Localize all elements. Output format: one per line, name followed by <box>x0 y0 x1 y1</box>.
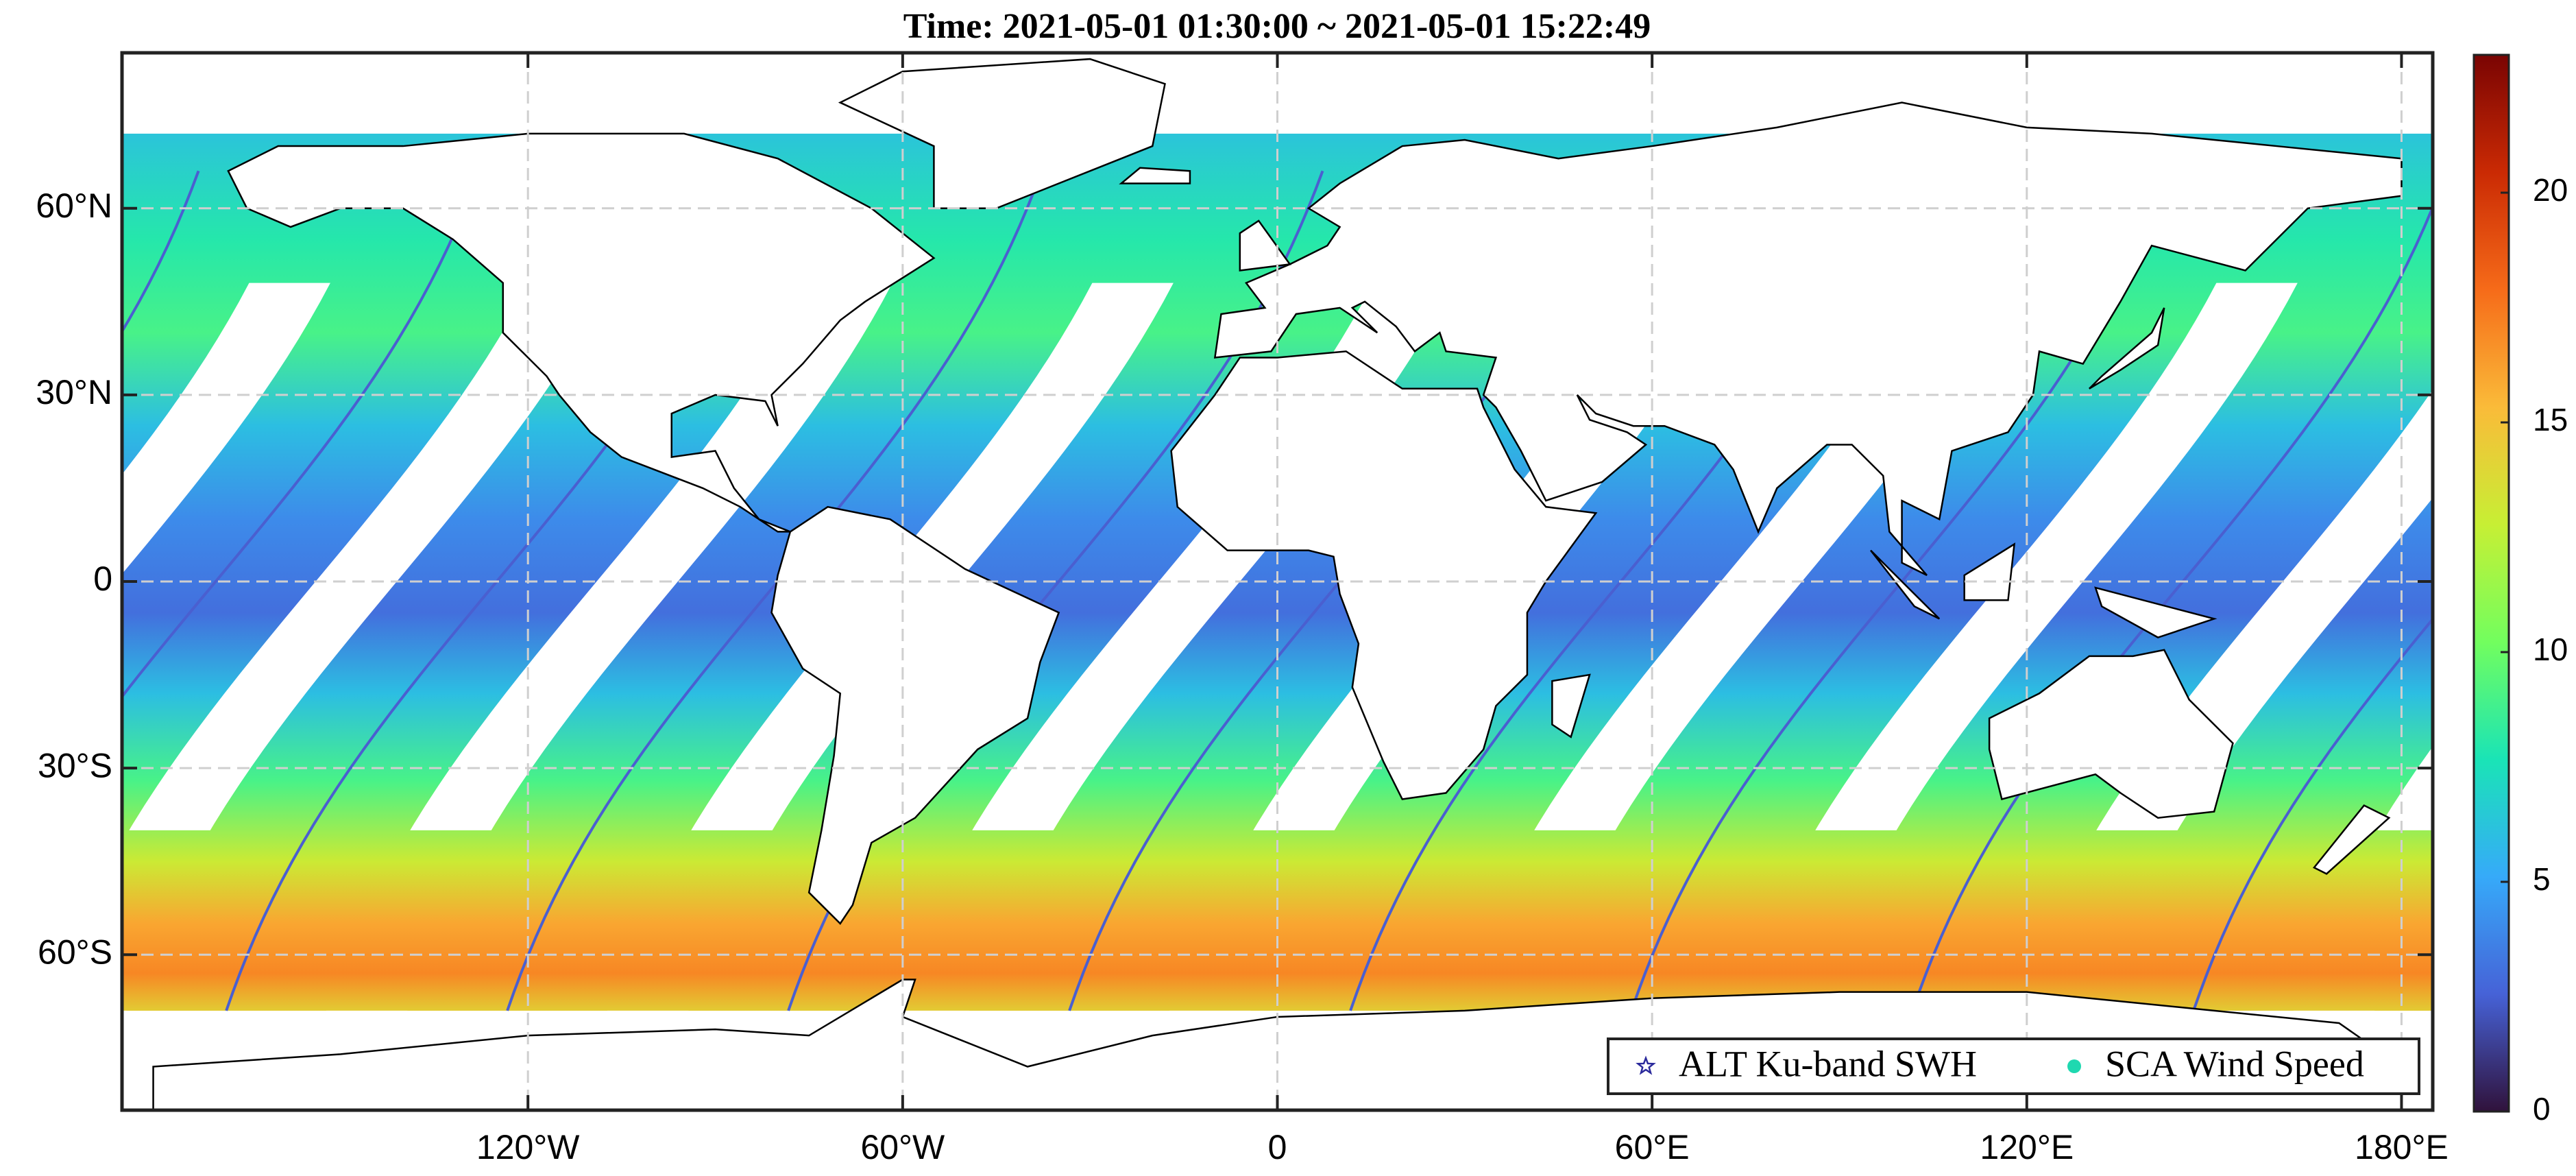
colorbar-tick-label: 20 <box>2533 172 2568 208</box>
legend-marker <box>1636 1055 1656 1075</box>
x-tick-label: 120°E <box>1980 1128 2074 1166</box>
legend-label: SCA Wind Speed <box>2105 1043 2364 1084</box>
landmass <box>2089 307 2165 389</box>
landmass <box>1963 542 2016 601</box>
landmass <box>1119 167 1191 184</box>
y-tick-label: 30°S <box>38 746 112 784</box>
y-tick-label: 60°S <box>38 933 112 971</box>
colorbar <box>2472 53 2510 1113</box>
landmass <box>1551 673 1591 739</box>
landmass <box>770 505 1060 925</box>
altimeter-track <box>506 170 1043 1011</box>
swath <box>1531 171 2266 1011</box>
swath <box>2374 876 2433 1011</box>
altimeter-track <box>122 170 200 335</box>
swath <box>122 171 580 843</box>
colorbar-tick-label: 15 <box>2533 402 2568 437</box>
colorbar-tick-label: 5 <box>2533 861 2551 897</box>
altimeter-track <box>122 170 481 699</box>
swath <box>2093 498 2433 1011</box>
legend-marker <box>2067 1059 2081 1073</box>
legend-label: ALT Ku-band SWH <box>1679 1043 1977 1084</box>
landmass <box>2312 804 2391 875</box>
x-tick-label: 0 <box>1268 1128 1287 1166</box>
landmass <box>1213 101 2403 577</box>
legend-box <box>1607 1037 2420 1095</box>
map-title: Time: 2021-05-01 01:30:00 ~ 2021-05-01 1… <box>903 7 1651 46</box>
swath <box>1812 171 2433 1011</box>
colorbar-tick-label: 0 <box>2533 1091 2551 1127</box>
plot-area <box>0 58 2433 1110</box>
landmass <box>227 132 936 533</box>
landmass <box>1870 549 1941 620</box>
landmass <box>2094 586 2217 638</box>
y-tick-label: 60°N <box>36 187 112 225</box>
x-tick-label: 180°E <box>2355 1128 2449 1166</box>
colorbar-tick-label: 10 <box>2533 632 2568 667</box>
landmass <box>1239 219 1291 272</box>
swath <box>0 171 17 1011</box>
x-tick-label: 60°E <box>1615 1128 1690 1166</box>
y-tick-label: 30°N <box>36 373 112 411</box>
altimeter-track <box>2192 616 2433 1011</box>
x-tick-label: 60°W <box>860 1128 945 1166</box>
altimeter-track <box>1911 203 2433 1011</box>
x-tick-label: 120°W <box>476 1128 580 1166</box>
landmass <box>1988 649 2234 819</box>
y-tick-label: 0 <box>93 560 112 598</box>
